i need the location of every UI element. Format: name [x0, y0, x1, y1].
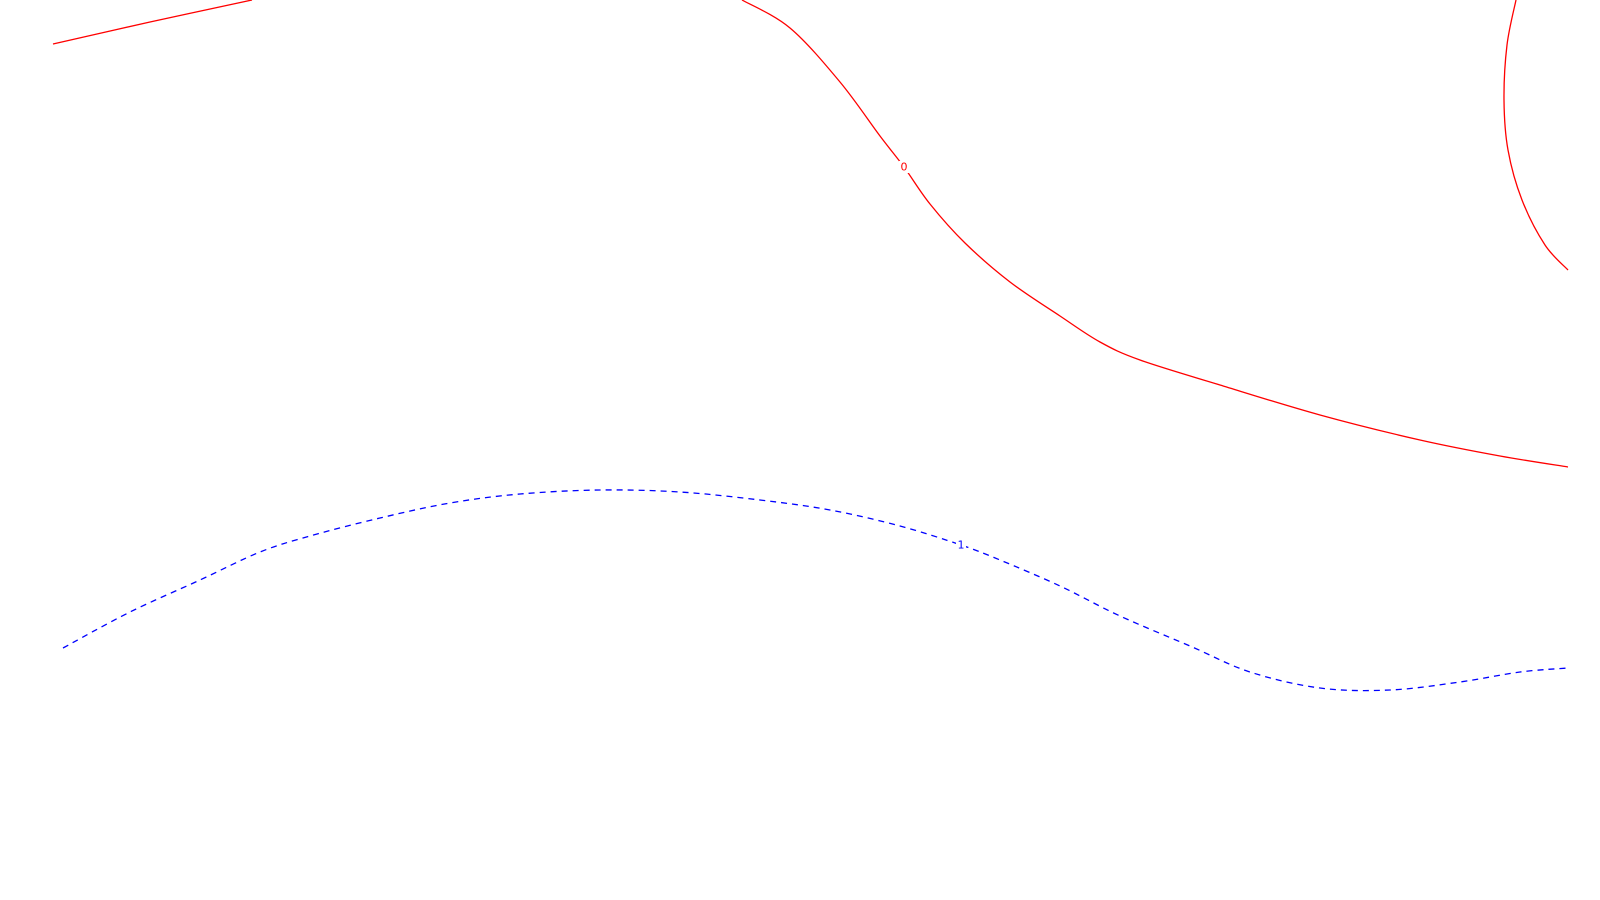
contour-line-level-0-segment-2 [741, 0, 1569, 468]
contour-line-level-0-segment-3 [1503, 0, 1569, 271]
contour-labels-group: 01 [899, 161, 966, 552]
contour-label-1: 1 [958, 539, 965, 552]
contour-label-background-0 [899, 161, 909, 173]
contour-label-0: 0 [901, 161, 908, 174]
contour-lines-group [52, 0, 1569, 692]
contour-line-level-0-segment-1 [52, 0, 253, 45]
contour-label-background-1 [956, 539, 966, 551]
contour-line-level-1-segment-1 [62, 489, 1569, 692]
